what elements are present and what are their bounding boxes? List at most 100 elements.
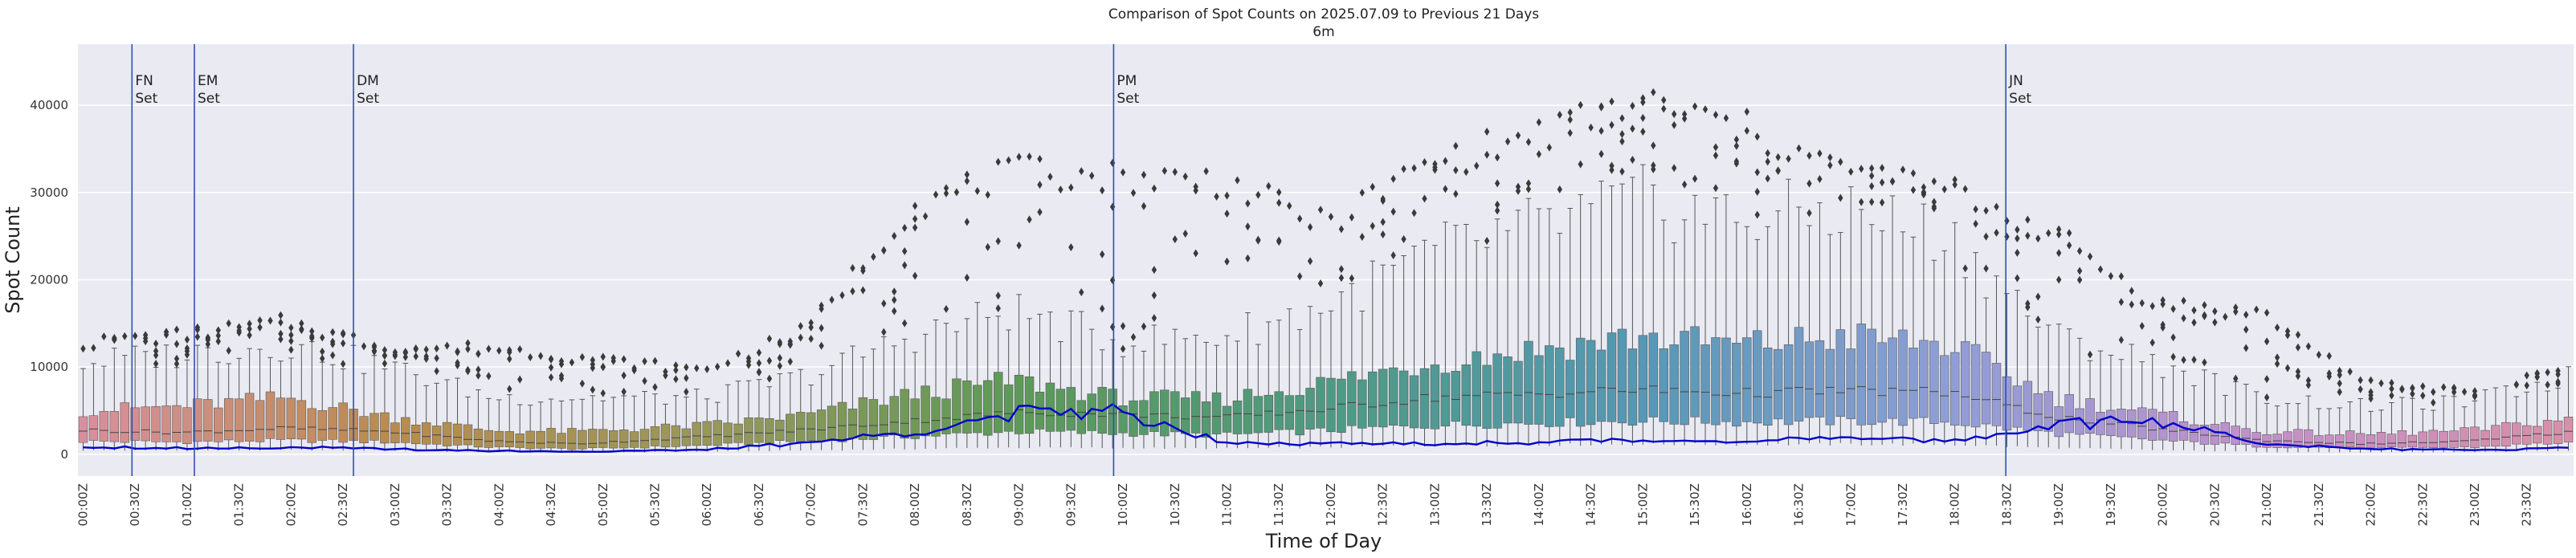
outlier-point — [142, 337, 149, 346]
outlier-point — [1338, 225, 1345, 234]
x-tick-label: 03:30Z — [440, 483, 455, 527]
box — [380, 412, 390, 444]
outlier-point — [1296, 272, 1303, 281]
y-tick-label: 20000 — [30, 272, 68, 287]
outlier-point — [1255, 190, 1261, 199]
outlier-point — [1806, 151, 1812, 160]
outlier-point — [1681, 180, 1688, 189]
outlier-point — [2055, 249, 2062, 258]
outlier-point — [1713, 151, 1719, 160]
outlier-point — [1484, 127, 1490, 136]
outlier-point — [371, 341, 378, 350]
outlier-point — [684, 373, 689, 382]
outlier-point — [2191, 318, 2197, 327]
outlier-point — [247, 331, 252, 340]
outlier-point — [1380, 218, 1386, 226]
outlier-point — [2431, 398, 2436, 407]
x-tick-label: 02:00Z — [284, 483, 298, 527]
outlier-point — [1868, 172, 1875, 181]
outlier-point — [892, 287, 897, 296]
outlier-point — [2233, 303, 2239, 312]
box — [99, 411, 109, 442]
outlier-point — [329, 351, 336, 360]
outlier-point — [527, 352, 533, 361]
box — [1753, 330, 1762, 424]
box — [1929, 340, 1939, 424]
box — [1295, 395, 1304, 436]
outlier-point — [558, 374, 565, 383]
outlier-point — [2420, 391, 2426, 400]
outlier-point — [2264, 337, 2270, 346]
outlier-point — [1453, 141, 1459, 150]
outlier-point — [2389, 385, 2394, 393]
outlier-point — [985, 242, 990, 251]
outlier-point — [1786, 154, 1791, 163]
outlier-point — [808, 334, 814, 343]
outlier-point — [621, 355, 627, 364]
box — [1981, 352, 1991, 425]
x-tick-label: 18:30Z — [1999, 483, 2014, 527]
x-tick-label: 12:30Z — [1376, 483, 1390, 527]
outlier-point — [1515, 131, 1521, 140]
x-tick-label: 14:00Z — [1532, 483, 1546, 527]
box — [598, 429, 608, 448]
outlier-point — [1733, 135, 1740, 144]
box — [2241, 428, 2251, 445]
x-tick-label: 14:30Z — [1584, 483, 1598, 527]
outlier-point — [1536, 118, 1542, 127]
outlier-point — [922, 212, 929, 221]
box — [2512, 422, 2521, 445]
outlier-point — [1848, 167, 1854, 176]
outlier-point — [881, 299, 887, 308]
box — [837, 401, 847, 442]
outlier-point — [101, 332, 107, 341]
outlier-point — [1671, 120, 1677, 129]
box — [2106, 409, 2116, 436]
box — [151, 405, 161, 442]
x-tick-label: 18:00Z — [1948, 483, 1962, 527]
outlier-point — [912, 223, 918, 232]
x-tick-label: 20:30Z — [2207, 483, 2222, 527]
outlier-point — [912, 271, 918, 280]
box — [557, 433, 566, 449]
box — [1211, 392, 1222, 434]
outlier-point — [1598, 126, 1604, 135]
box — [2043, 391, 2053, 432]
x-tick-label: 12:00Z — [1324, 483, 1338, 527]
outlier-point — [1838, 157, 1843, 166]
outlier-point — [1931, 202, 1937, 211]
outlier-point — [486, 372, 492, 381]
outlier-point — [2076, 246, 2083, 255]
outlier-point — [901, 319, 908, 328]
outlier-point — [953, 188, 960, 197]
outlier-point — [995, 291, 1001, 300]
box — [1534, 355, 1544, 425]
chart-subtitle: 6m — [1312, 24, 1334, 40]
outlier-point — [184, 336, 190, 344]
outlier-point — [1681, 114, 1688, 123]
outlier-point — [766, 356, 773, 365]
x-tick-label: 16:30Z — [1792, 483, 1806, 527]
outlier-point — [392, 348, 398, 356]
outlier-point — [215, 331, 221, 340]
outlier-point — [2389, 378, 2394, 387]
outlier-point — [735, 349, 741, 358]
box — [618, 430, 629, 449]
x-tick-label: 13:30Z — [1480, 483, 1494, 527]
outlier-point — [610, 353, 616, 362]
outlier-point — [1806, 179, 1812, 188]
x-tick-label: 22:00Z — [2364, 483, 2378, 527]
outlier-point — [2202, 358, 2207, 367]
outlier-point — [1619, 137, 1625, 146]
outlier-point — [2461, 387, 2468, 396]
outlier-point — [787, 337, 793, 346]
outlier-point — [2274, 353, 2280, 362]
outlier-point — [787, 357, 793, 366]
outlier-point — [2420, 382, 2426, 391]
event-label: Set — [357, 91, 379, 107]
outlier-point — [1578, 160, 1583, 169]
outlier-point — [2253, 305, 2260, 314]
outlier-point — [964, 218, 970, 226]
outlier-point — [1567, 108, 1573, 116]
